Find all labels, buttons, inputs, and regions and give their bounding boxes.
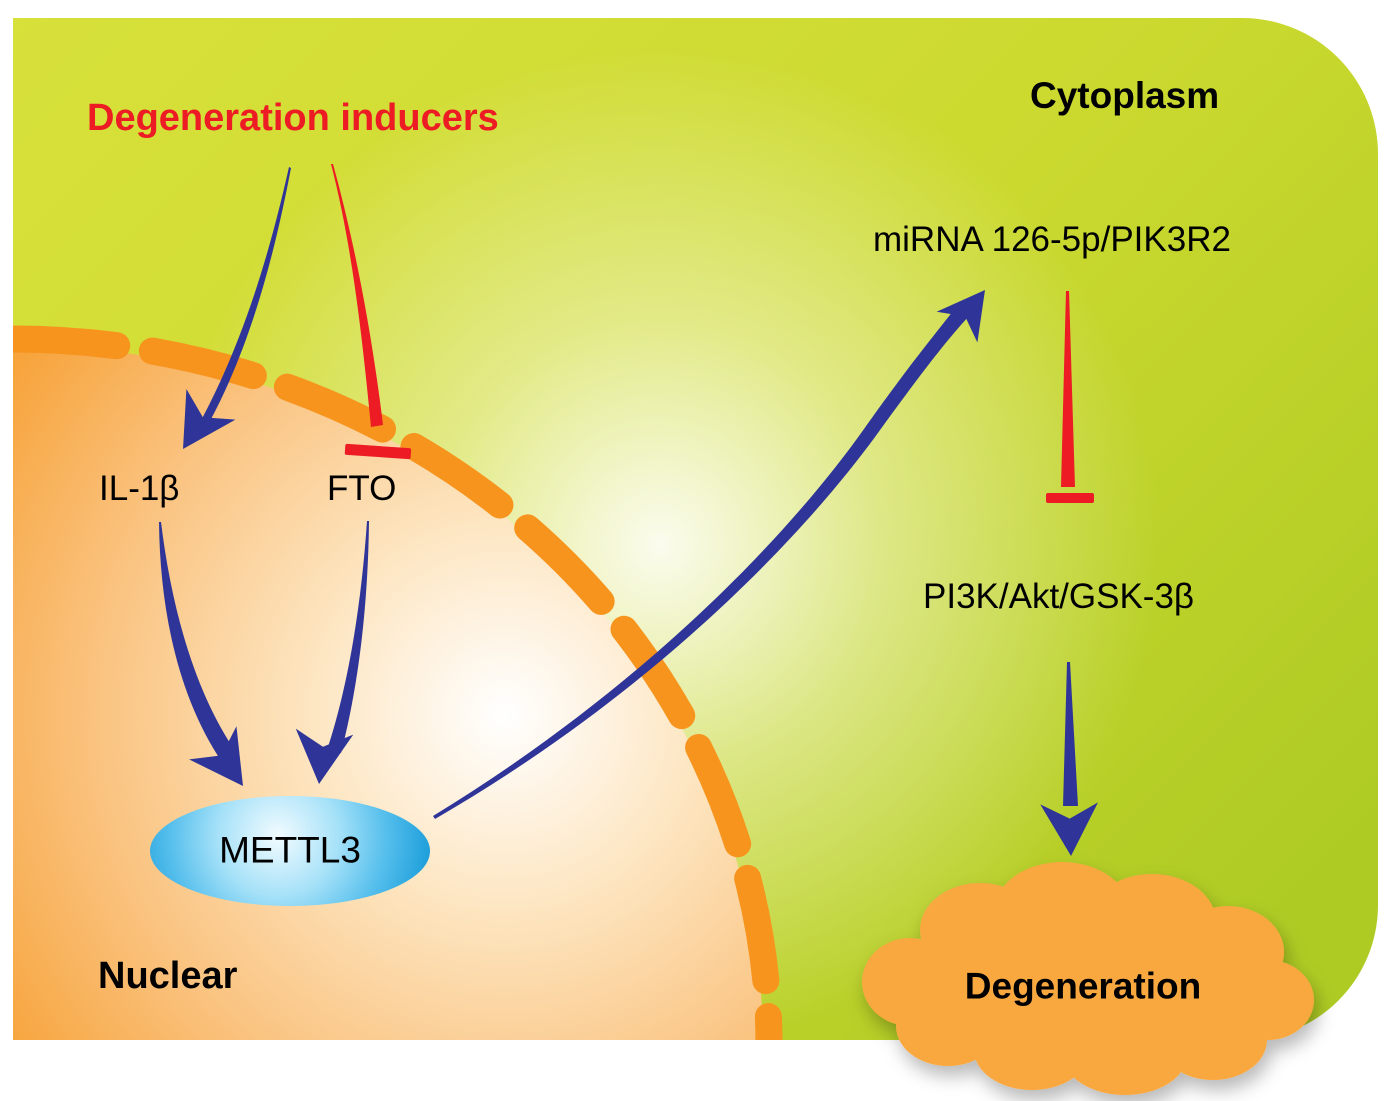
arrow-pi3k-to-degeneration: [1040, 662, 1100, 858]
nuclear-label: Nuclear: [98, 955, 238, 997]
mettl3-node: [150, 796, 430, 906]
il1b-label: IL-1β: [99, 469, 180, 508]
fto-label: FTO: [327, 469, 397, 508]
nuclear-membrane: [13, 325, 783, 1040]
inhibit-mirna-to-pi3k: [1046, 291, 1094, 503]
cytoplasm-label: Cytoplasm: [1030, 75, 1220, 116]
arrow-il1b-to-mettl3: [159, 522, 267, 803]
degeneration-inducers-label: Degeneration inducers: [87, 97, 499, 139]
mettl3-label: METTL3: [219, 829, 361, 871]
pi3k-akt-gsk3b-label: PI3K/Akt/GSK-3β: [923, 577, 1195, 616]
mirna-pik3r2-label: miRNA 126-5p/PIK3R2: [873, 220, 1231, 259]
arrow-fto-to-mettl3: [290, 521, 369, 788]
inhibit-inducers-to-fto: [331, 164, 412, 460]
degeneration-cloud: [862, 862, 1314, 1095]
degeneration-label: Degeneration: [964, 965, 1202, 1007]
